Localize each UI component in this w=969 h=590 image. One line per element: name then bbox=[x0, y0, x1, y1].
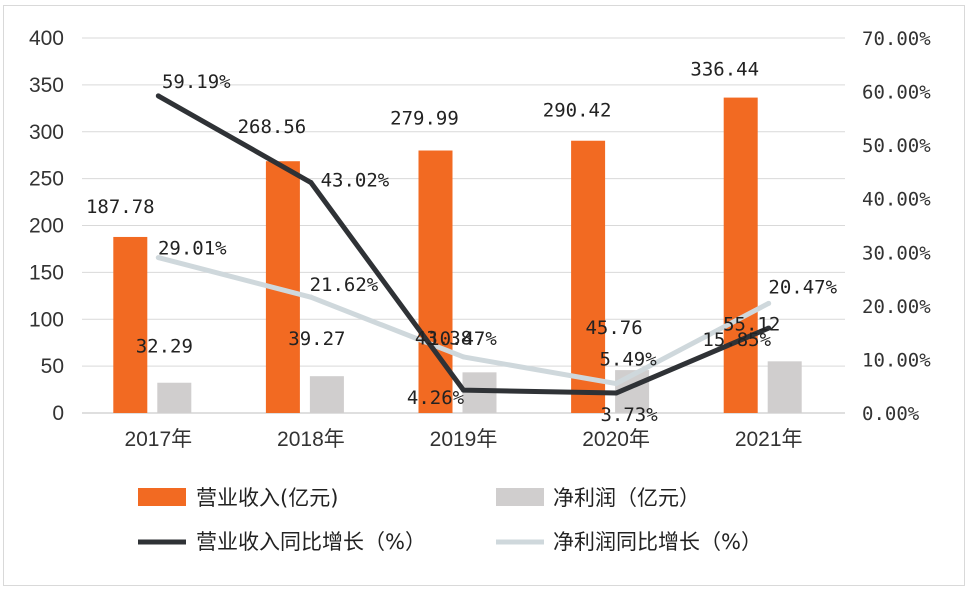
y-right-tick-label: 0.00% bbox=[862, 403, 920, 425]
x-tick-label: 2021年 bbox=[735, 428, 803, 451]
legend-swatch-net-profit bbox=[496, 488, 544, 506]
y-right-tick-label: 40.00% bbox=[862, 189, 931, 211]
y-right-tick-label: 20.00% bbox=[862, 296, 931, 318]
data-label-net-profit: 45.76 bbox=[585, 317, 642, 339]
axis-labels: 0 50 100 150 200 250 300 350 400 0.00% 10.00% 20.00… bbox=[29, 27, 931, 451]
legend-label-revenue: 营业收入(亿元) bbox=[196, 486, 338, 510]
legend-item-revenue-growth[interactable]: 营业收入同比增长（%） bbox=[138, 530, 426, 554]
y-left-tick-label: 50 bbox=[41, 355, 64, 378]
data-label-net-profit-growth: 21.62% bbox=[310, 274, 379, 296]
y-right-tick-label: 10.00% bbox=[862, 349, 931, 371]
point-net-profit-growth bbox=[766, 300, 772, 306]
data-label-net-profit-growth: 20.47% bbox=[768, 276, 837, 298]
bar-revenue bbox=[113, 236, 148, 413]
gridlines bbox=[82, 37, 845, 414]
data-label-revenue: 187.78 bbox=[86, 196, 155, 218]
point-revenue-growth bbox=[766, 325, 772, 331]
data-label-net-profit-growth: 5.49% bbox=[599, 349, 657, 371]
x-tick-label: 2019年 bbox=[430, 428, 498, 451]
y-right-tick-label: 60.00% bbox=[862, 82, 931, 104]
data-label-revenue-growth: 43.02% bbox=[321, 170, 390, 192]
legend-label-net-profit-growth: 净利润同比增长（%） bbox=[553, 530, 762, 554]
legend-item-net-profit-growth[interactable]: 净利润同比增长（%） bbox=[496, 530, 762, 554]
point-net-profit-growth bbox=[461, 354, 466, 360]
legend-label-net-profit: 净利润（亿元） bbox=[553, 486, 700, 510]
point-net-profit-growth bbox=[613, 381, 619, 387]
lines bbox=[155, 93, 772, 396]
legend: 营业收入(亿元) 净利润（亿元） 营业收入同比增长（%） 净利润同比增长（%） bbox=[138, 486, 762, 554]
bar-revenue bbox=[723, 97, 758, 414]
data-label-net-profit-growth: 29.01% bbox=[158, 238, 227, 260]
x-tick-label: 2017年 bbox=[124, 428, 192, 451]
y-right-tick-label: 70.00% bbox=[862, 28, 931, 50]
x-tick-label: 2018年 bbox=[277, 428, 345, 451]
data-label-net-profit: 55.12 bbox=[723, 313, 780, 335]
y-left-tick-label: 200 bbox=[29, 215, 64, 238]
data-label-net-profit: 39.27 bbox=[288, 328, 345, 350]
data-labels: 187.78 268.56 279.99 290.42 336.44 32.29 39.27… bbox=[86, 59, 838, 426]
data-label-revenue-growth: 15.85% bbox=[702, 329, 771, 351]
bar-revenue bbox=[571, 140, 606, 413]
y-left-tick-label: 300 bbox=[29, 121, 64, 144]
y-left-tick-label: 0 bbox=[52, 402, 64, 425]
point-revenue-growth bbox=[155, 93, 161, 99]
y-right-tick-label: 50.00% bbox=[862, 135, 931, 157]
point-revenue-growth bbox=[613, 390, 619, 396]
data-label-revenue: 279.99 bbox=[390, 108, 459, 130]
data-label-revenue: 268.56 bbox=[238, 116, 307, 138]
legend-swatch-revenue bbox=[138, 488, 186, 506]
point-net-profit-growth bbox=[308, 294, 314, 300]
legend-label-revenue-growth: 营业收入同比增长（%） bbox=[196, 530, 426, 554]
bar-net-profit bbox=[309, 376, 344, 413]
bar-net-profit bbox=[157, 382, 192, 413]
y-left-tick-label: 100 bbox=[29, 308, 64, 331]
point-revenue-growth bbox=[461, 387, 466, 393]
data-label-net-profit: 32.29 bbox=[136, 336, 193, 358]
data-label-revenue-growth: 59.19% bbox=[162, 71, 231, 93]
y-left-tick-label: 400 bbox=[29, 27, 64, 50]
data-label-revenue: 336.44 bbox=[690, 59, 759, 81]
data-label-revenue: 290.42 bbox=[543, 100, 612, 122]
legend-item-revenue[interactable]: 营业收入(亿元) bbox=[138, 486, 338, 510]
data-label-net-profit-growth: 10.47% bbox=[428, 328, 497, 350]
y-left-tick-label: 150 bbox=[29, 261, 64, 284]
x-tick-label: 2020年 bbox=[582, 428, 650, 451]
y-left-tick-label: 350 bbox=[29, 74, 64, 97]
point-revenue-growth bbox=[308, 180, 314, 186]
bar-revenue bbox=[418, 150, 453, 413]
point-net-profit-growth bbox=[155, 255, 161, 261]
data-label-revenue-growth: 4.26% bbox=[407, 387, 465, 409]
data-label-net-profit: 43.38 bbox=[415, 327, 472, 349]
y-left-tick-label: 250 bbox=[29, 168, 64, 191]
bar-net-profit bbox=[767, 361, 802, 413]
legend-item-net-profit[interactable]: 净利润（亿元） bbox=[496, 486, 700, 510]
data-label-revenue-growth: 3.73% bbox=[600, 404, 658, 426]
y-right-tick-label: 30.00% bbox=[862, 242, 931, 264]
